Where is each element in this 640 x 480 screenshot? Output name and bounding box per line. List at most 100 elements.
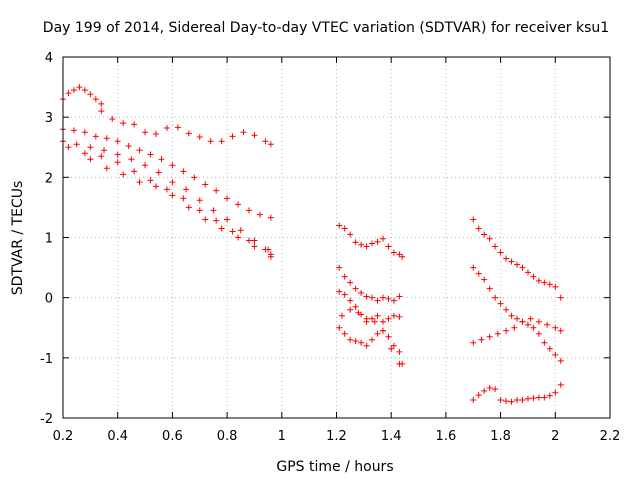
data-point [98, 153, 105, 160]
series-track-6 [87, 156, 274, 260]
data-point [535, 330, 542, 337]
data-point [379, 294, 386, 301]
x-tick-label: 2.2 [600, 429, 621, 444]
data-point [147, 151, 154, 158]
data-point [251, 132, 258, 139]
data-point [114, 138, 121, 145]
axis-ticks: 0.2 0.4 0.6 0.8 1 1.2 1.4 1.6 1.8 2 2.2 -2 -1 0 1 2 3 4 [40, 51, 620, 444]
data-point [385, 315, 392, 322]
series-track-13 [470, 264, 564, 364]
data-point [267, 214, 274, 221]
data-point [390, 297, 397, 304]
data-point [363, 243, 370, 250]
data-point [527, 315, 534, 322]
data-point [196, 134, 203, 141]
series-track-12 [470, 216, 564, 301]
y-tick-label: -1 [40, 352, 53, 367]
data-point [374, 297, 381, 304]
data-point [519, 396, 526, 403]
data-point [481, 231, 488, 238]
series-track-15 [470, 381, 564, 405]
data-point [76, 84, 83, 91]
data-point [478, 336, 485, 343]
data-point [98, 108, 105, 115]
series-track-1 [60, 84, 105, 107]
data-point [524, 395, 531, 402]
data-point [235, 201, 242, 208]
data-point [385, 295, 392, 302]
data-point [541, 279, 548, 286]
data-point [336, 288, 343, 295]
data-point [136, 179, 143, 186]
data-point [374, 330, 381, 337]
y-tick-label: 2 [45, 171, 53, 186]
data-point [475, 392, 482, 399]
data-point [341, 291, 348, 298]
data-point [70, 127, 77, 134]
data-point [396, 293, 403, 300]
data-point [347, 231, 354, 238]
data-point [267, 253, 274, 260]
data-point [399, 360, 406, 367]
data-point [508, 312, 515, 319]
data-point [390, 312, 397, 319]
data-point [557, 327, 564, 334]
data-point [470, 264, 477, 271]
data-point [530, 324, 537, 331]
data-point [519, 264, 526, 271]
data-point [73, 141, 80, 148]
data-point [514, 261, 521, 268]
data-point [396, 348, 403, 355]
data-point [142, 129, 149, 136]
data-point [185, 130, 192, 137]
data-point [497, 396, 504, 403]
data-point [492, 294, 499, 301]
data-point [229, 228, 236, 235]
data-point [210, 207, 217, 214]
data-point [224, 216, 231, 223]
data-point [131, 121, 138, 128]
data-point [492, 243, 499, 250]
data-point [213, 217, 220, 224]
data-point [169, 192, 176, 199]
data-point [369, 315, 376, 322]
data-point [552, 389, 559, 396]
x-tick-label: 0.8 [217, 429, 238, 444]
data-point [385, 333, 392, 340]
data-point [481, 276, 488, 283]
data-point [486, 333, 493, 340]
data-point [503, 398, 510, 405]
x-tick-label: 1.8 [490, 429, 511, 444]
data-point [191, 174, 198, 181]
data-point [180, 195, 187, 202]
data-point [535, 394, 542, 401]
data-point [87, 156, 94, 163]
data-point [158, 156, 165, 163]
x-tick-label: 1.4 [381, 429, 402, 444]
data-point [101, 147, 108, 154]
data-point [235, 234, 242, 241]
series-track-4 [60, 138, 272, 253]
data-point [374, 238, 381, 245]
data-point [125, 143, 132, 150]
data-point [341, 225, 348, 232]
data-point [81, 150, 88, 157]
data-point [503, 327, 510, 334]
series-track-5 [65, 144, 274, 258]
data-point [120, 120, 127, 127]
data-point [341, 273, 348, 280]
data-point [546, 345, 553, 352]
data-point [152, 183, 159, 190]
data-point [218, 225, 225, 232]
data-point [196, 197, 203, 204]
data-point [338, 312, 345, 319]
data-point [379, 327, 386, 334]
data-point [224, 195, 231, 202]
data-point [358, 241, 365, 248]
series-track-7 [336, 222, 406, 260]
data-point [497, 249, 504, 256]
data-point [352, 303, 359, 310]
x-tick-label: 1 [278, 429, 286, 444]
data-point [475, 270, 482, 277]
data-point [524, 269, 531, 276]
